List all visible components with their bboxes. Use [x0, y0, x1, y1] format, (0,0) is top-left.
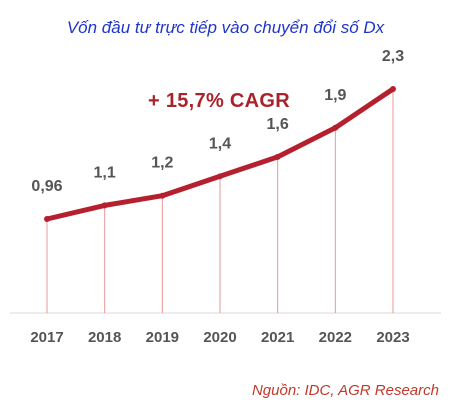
x-tick-label-2020: 2020 — [203, 329, 236, 346]
x-tick-label-2019: 2019 — [146, 329, 179, 346]
data-label-2019: 1,2 — [151, 155, 173, 172]
x-tick-label-2023: 2023 — [376, 329, 409, 346]
data-point-2019 — [159, 192, 166, 199]
data-point-2018 — [101, 202, 108, 209]
data-point-2023 — [390, 86, 396, 92]
data-label-2023: 2,3 — [382, 48, 404, 65]
data-label-2022: 1,9 — [324, 87, 346, 104]
x-tick-label-2021: 2021 — [261, 329, 294, 346]
data-label-2020: 1,4 — [209, 135, 231, 152]
x-tick-label-2017: 2017 — [30, 329, 63, 346]
cagr-annotation: + 15,7% CAGR — [148, 90, 290, 112]
x-tick-label-2018: 2018 — [88, 329, 121, 346]
data-point-2020 — [217, 173, 223, 180]
x-tick-label-2022: 2022 — [319, 329, 352, 346]
data-point-2017 — [44, 216, 50, 222]
data-point-2022 — [332, 124, 339, 131]
data-point-2021 — [274, 153, 281, 160]
data-label-2021: 1,6 — [267, 116, 289, 133]
source-note: Nguồn: IDC, AGR Research — [251, 382, 439, 399]
data-label-2017: 0,96 — [31, 178, 62, 195]
data-label-2018: 1,1 — [94, 164, 116, 181]
chart-title: Vốn đầu tư trực tiếp vào chuyển đổi số D… — [66, 18, 385, 37]
